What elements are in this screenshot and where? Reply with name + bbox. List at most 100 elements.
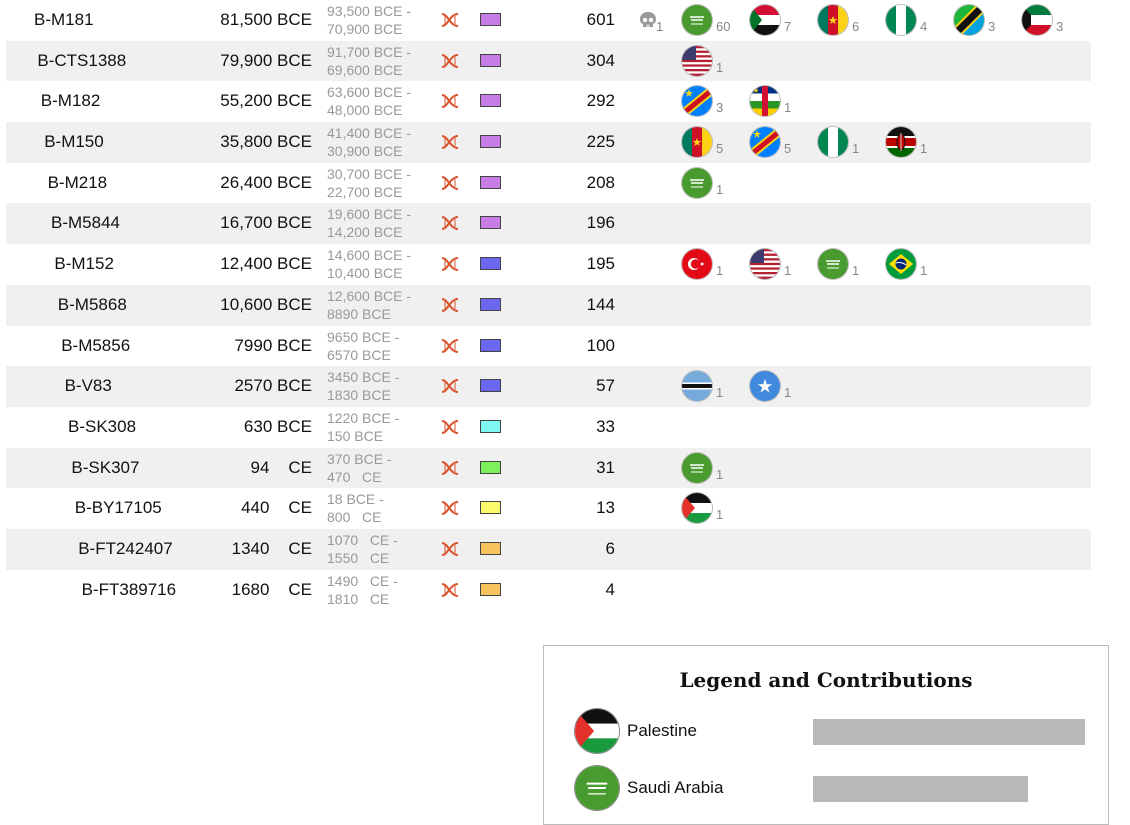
date-number: 2570: [234, 376, 273, 396]
saudi-arabia-flag-icon[interactable]: [682, 167, 712, 198]
dna-icon[interactable]: [440, 11, 462, 29]
central-african-republic-flag-icon[interactable]: [750, 86, 780, 117]
cameroon-flag-icon[interactable]: [682, 127, 712, 158]
botswana-flag-icon[interactable]: [682, 371, 712, 402]
kenya-flag-icon[interactable]: [886, 127, 916, 158]
descendant-count: 6: [605, 538, 615, 558]
haplogroup-link[interactable]: B-M152: [54, 254, 114, 274]
country-sample-count: 1: [852, 141, 860, 157]
date-range-start: 370 BCE -: [327, 450, 392, 467]
date-range-end: 8890 BCE: [327, 305, 391, 322]
table-row[interactable]: B-SK308 630 BCE 1220 BCE -150 BCE 33: [6, 407, 1091, 448]
table-row[interactable]: B-SK307 94 CE 370 BCE -470 CE 31 1: [6, 447, 1091, 489]
united-states-flag-icon[interactable]: [682, 45, 712, 76]
color-swatch: [480, 460, 501, 474]
date-range-end: 6570 BCE: [327, 346, 391, 363]
descendant-count: 31: [596, 457, 615, 477]
dna-icon[interactable]: [440, 499, 462, 517]
dna-icon[interactable]: [440, 52, 462, 70]
haplogroup-link[interactable]: B-SK308: [68, 416, 137, 436]
haplogroup-link[interactable]: B-M5844: [51, 213, 120, 233]
haplogroup-link[interactable]: B-BY17105: [74, 498, 162, 518]
date-range-end: 22,700 BCE: [327, 183, 403, 200]
ancient-sample-count: 1: [656, 19, 664, 34]
haplogroup-link[interactable]: B-SK307: [71, 457, 140, 477]
legend-country-name: Palestine: [627, 721, 697, 740]
haplogroup-link[interactable]: B-M150: [44, 132, 104, 152]
dna-icon[interactable]: [440, 337, 462, 355]
dna-icon[interactable]: [440, 459, 462, 477]
saudi-arabia-flag-icon[interactable]: [682, 5, 712, 35]
haplogroup-link[interactable]: B-CTS1388: [37, 50, 127, 70]
dna-icon[interactable]: [440, 174, 462, 192]
table-row[interactable]: B-BY17105 440 CE 18 BCE -800 CE 13 1: [6, 488, 1091, 529]
haplogroup-link[interactable]: B-M218: [47, 172, 108, 192]
skull-icon[interactable]: [638, 10, 658, 30]
table-row[interactable]: B-FT389716 1680 CE 1490 CE -1810 CE 4: [6, 570, 1091, 611]
somalia-flag-icon[interactable]: [750, 371, 780, 402]
country-sample-count: 5: [716, 141, 724, 157]
table-row[interactable]: B-M5844 16,700 BCE 19,600 BCE -14,200 BCE 1…: [6, 203, 1091, 245]
dna-icon[interactable]: [440, 255, 462, 273]
haplogroup-link[interactable]: B-V83: [64, 376, 112, 396]
dna-icon[interactable]: [440, 133, 462, 151]
color-swatch: [480, 94, 501, 108]
country-sample-count: 1: [784, 100, 792, 116]
date-spacer: [269, 539, 288, 558]
table-row[interactable]: B-M182 55,200 BCE 63,600 BCE -48,000 BCE 29…: [6, 81, 1091, 122]
date-range-start: 1490 CE -: [327, 572, 398, 589]
date-number: 1680: [231, 579, 270, 599]
brazil-flag-icon[interactable]: [886, 249, 916, 280]
kuwait-flag-icon[interactable]: [1022, 5, 1052, 35]
tanzania-flag-icon[interactable]: [954, 5, 984, 35]
dna-icon[interactable]: [440, 377, 462, 395]
descendant-count: 196: [586, 213, 615, 233]
country-sample-count: 1: [716, 385, 724, 401]
turkey-flag-icon[interactable]: [682, 249, 712, 280]
table-row[interactable]: B-M5868 10,600 BCE 12,600 BCE -8890 BCE 144: [6, 284, 1091, 326]
table-row[interactable]: B-M150 35,800 BCE 41,400 BCE -30,900 BCE 22…: [6, 122, 1091, 163]
country-sample-count: 3: [988, 19, 996, 34]
nigeria-flag-icon[interactable]: [818, 127, 848, 158]
country-sample-count: 1: [716, 507, 724, 523]
dr-congo-flag-icon[interactable]: [750, 127, 780, 158]
dna-icon[interactable]: [440, 581, 462, 599]
sudan-flag-icon[interactable]: [750, 5, 780, 35]
haplogroup-link[interactable]: B-M181: [34, 10, 94, 29]
palestine-flag-icon[interactable]: [682, 493, 712, 524]
date-number: 440: [241, 498, 270, 518]
color-swatch: [480, 216, 501, 230]
dna-icon[interactable]: [440, 92, 462, 110]
table-row[interactable]: B-M218 26,400 BCE 30,700 BCE -22,700 BCE 20…: [6, 163, 1091, 204]
table-row[interactable]: B-V83 2570 BCE 3450 BCE -1830 BCE 57 1 1: [6, 366, 1091, 407]
saudi-arabia-flag-icon[interactable]: [682, 452, 712, 483]
dna-icon[interactable]: [440, 214, 462, 232]
table-row[interactable]: B-M5856 7990 BCE 9650 BCE -6570 BCE 100: [6, 326, 1091, 367]
haplogroup-link[interactable]: B-FT389716: [81, 579, 177, 599]
haplogroup-link[interactable]: B-M5868: [57, 294, 127, 314]
country-sample-count: 1: [784, 263, 792, 279]
color-swatch: [480, 53, 501, 67]
saudi-arabia-flag-icon[interactable]: [818, 249, 848, 280]
country-sample-count: 3: [716, 100, 724, 116]
cameroon-flag-icon[interactable]: [818, 5, 848, 35]
haplogroup-link[interactable]: B-M5856: [61, 335, 131, 355]
date-estimate: 12,400 BCE: [166, 244, 312, 284]
date-era: BCE: [277, 335, 312, 355]
dna-icon[interactable]: [440, 296, 462, 314]
country-sample-count: 1: [852, 263, 860, 279]
table-row[interactable]: B-CTS1388 79,900 BCE 91,700 BCE -69,600 BC…: [6, 40, 1091, 82]
table-row[interactable]: B-M152 12,400 BCE 14,600 BCE -10,400 BCE 19…: [6, 244, 1091, 285]
descendant-count: 100: [586, 335, 615, 355]
haplogroup-link[interactable]: B-FT242407: [78, 538, 173, 558]
dr-congo-flag-icon[interactable]: [682, 86, 712, 117]
dna-icon[interactable]: [440, 540, 462, 558]
date-estimate: 630 BCE: [166, 407, 312, 447]
dna-icon[interactable]: [440, 418, 462, 436]
nigeria-flag-icon[interactable]: [886, 5, 916, 35]
united-states-flag-icon[interactable]: [750, 249, 780, 280]
haplogroup-link[interactable]: B-M182: [40, 91, 101, 111]
descendant-count: 57: [596, 376, 615, 396]
table-row[interactable]: B-FT242407 1340 CE 1070 CE -1550 CE 6: [6, 528, 1091, 570]
table-row[interactable]: B-M181 81,500 BCE 93,500 BCE - 70,900 BCE 60…: [6, 0, 1091, 41]
